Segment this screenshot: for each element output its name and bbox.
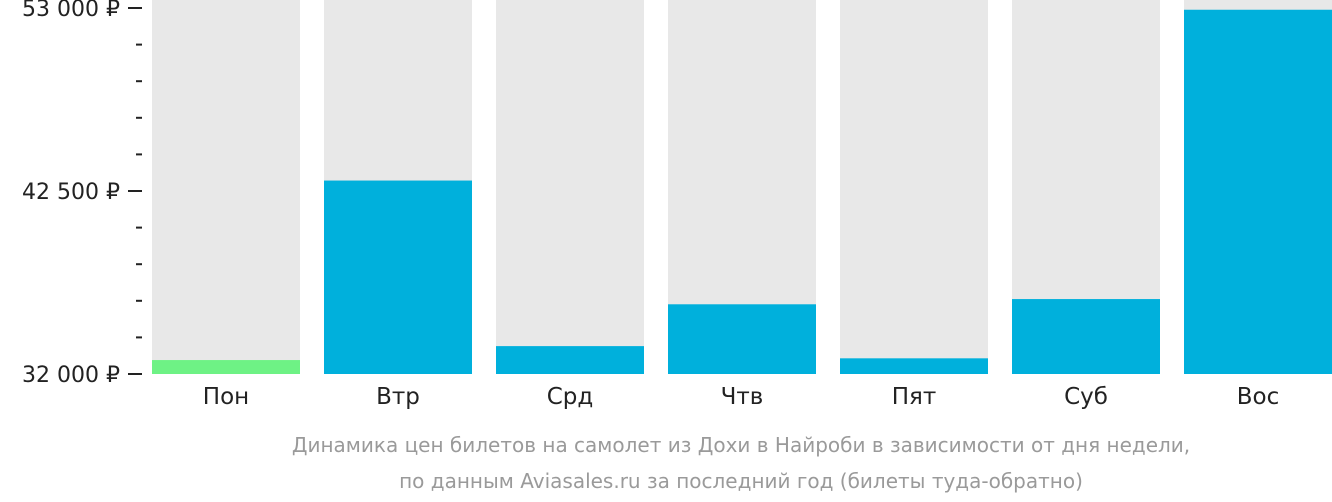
bars	[152, 0, 1332, 374]
y-tick-label: 53 000 ₽	[22, 0, 120, 22]
bar[interactable]	[668, 304, 816, 374]
bar-track	[152, 0, 300, 374]
bar-track	[496, 0, 644, 374]
x-axis-labels: Пон Втр Срд Чтв Пят Суб Вос	[203, 384, 1279, 410]
chart-caption: Динамика цен билетов на самолет из Дохи …	[292, 433, 1190, 493]
x-tick-label: Срд	[547, 384, 594, 410]
x-tick-label: Пон	[203, 384, 249, 410]
bar[interactable]	[496, 346, 644, 374]
y-tick-label: 32 000 ₽	[22, 363, 120, 388]
x-tick-label: Пят	[892, 384, 937, 410]
caption-line-1: Динамика цен билетов на самолет из Дохи …	[292, 433, 1190, 457]
bar[interactable]	[324, 180, 472, 374]
bar[interactable]	[840, 358, 988, 374]
bar-track	[840, 0, 988, 374]
y-tick-label: 42 500 ₽	[22, 180, 120, 205]
y-axis: 32 000 ₽ 42 500 ₽ 53 000 ₽	[22, 0, 142, 388]
bar[interactable]	[1184, 9, 1332, 374]
x-tick-label: Втр	[376, 384, 420, 410]
caption-line-2: по данным Aviasales.ru за последний год …	[399, 469, 1083, 493]
x-tick-label: Суб	[1064, 384, 1108, 410]
x-tick-label: Чтв	[721, 384, 764, 410]
x-tick-label: Вос	[1237, 384, 1280, 410]
bar[interactable]	[152, 360, 300, 374]
bar[interactable]	[1012, 299, 1160, 374]
